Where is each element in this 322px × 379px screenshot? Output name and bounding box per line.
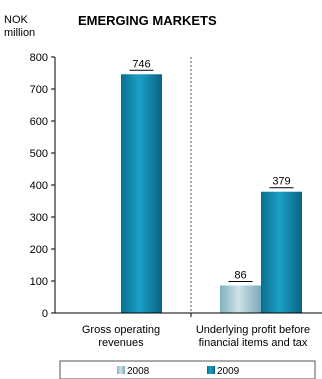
y-tick-label: 0 (42, 308, 48, 320)
data-labels: 746 86 379 (126, 57, 297, 283)
legend: 2008 2009 (59, 360, 316, 379)
data-label-bg (225, 268, 256, 283)
x-axis (55, 57, 322, 317)
data-label: 86 (234, 269, 246, 281)
y-tick-label: 200 (30, 244, 48, 256)
data-label-bg (126, 57, 157, 72)
y-tick-label: 100 (30, 276, 48, 288)
data-label: 379 (272, 176, 290, 188)
data-label: 746 (132, 58, 150, 70)
chart-title: EMERGING MARKETS (78, 13, 217, 28)
y-tick-label: 700 (30, 84, 48, 96)
bars (121, 74, 302, 313)
category-label-0-line-2: revenues (98, 337, 144, 349)
unit-label-line-2: million (4, 27, 35, 39)
category-label-1-line-2: financial items and tax (199, 337, 308, 349)
category-label-0-line-1: Gross operating (82, 324, 160, 336)
legend-swatch-2009 (207, 366, 215, 374)
legend-swatch-2008 (117, 366, 125, 374)
y-tick-label: 500 (30, 148, 48, 160)
category-label-1-line-1: Underlying profit before (196, 324, 310, 336)
y-tick-label: 800 (30, 52, 48, 64)
y-tick-label: 300 (30, 212, 48, 224)
y-tick-label: 600 (30, 116, 48, 128)
data-label-bg (266, 174, 297, 189)
legend-frame (59, 360, 316, 379)
bar-2009-0 (121, 74, 162, 313)
legend-label-2009: 2009 (217, 366, 240, 377)
unit-label-line-1: NOK (4, 14, 29, 26)
y-tick-label: 400 (30, 180, 48, 192)
bar-2009-1 (261, 191, 302, 313)
legend-label-2008: 2008 (127, 366, 150, 377)
y-axis: 0 100 200 300 400 500 600 700 800 (30, 52, 56, 320)
bar-2008-1 (220, 285, 261, 313)
